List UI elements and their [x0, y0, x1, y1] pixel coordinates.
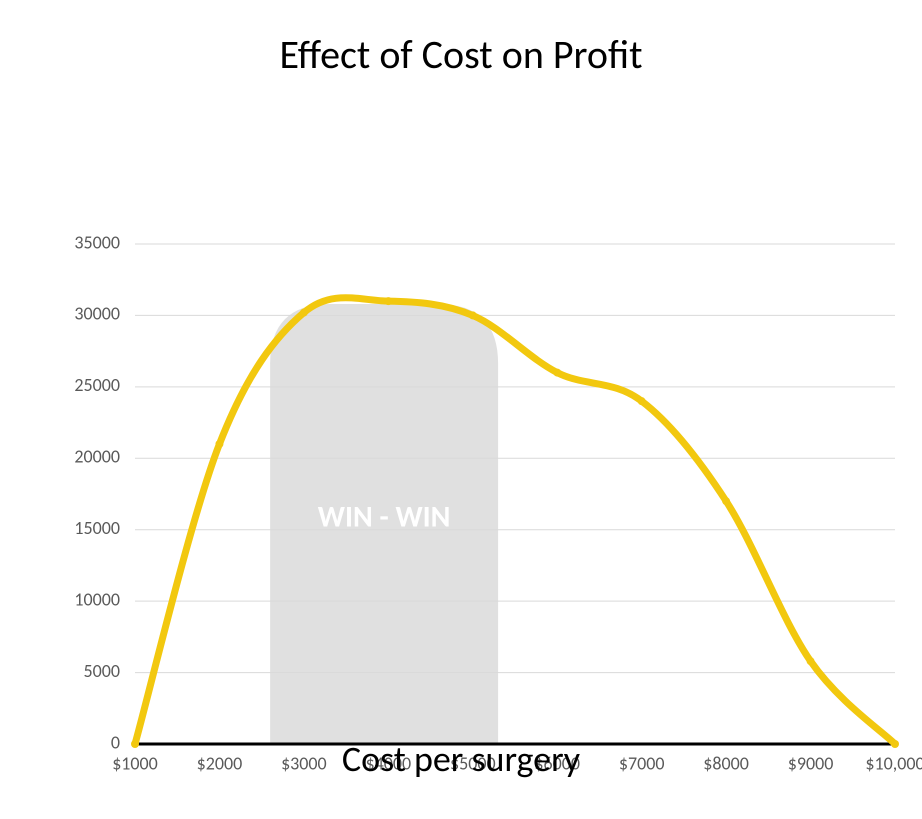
- data-marker: [807, 657, 815, 665]
- y-tick-label: 25000: [74, 374, 120, 396]
- y-tick-label: 35000: [74, 231, 120, 253]
- data-marker: [553, 369, 561, 377]
- data-marker: [638, 397, 646, 405]
- chart-container: Effect of Cost on Profit WIN - WIN050001…: [0, 0, 922, 819]
- data-marker: [215, 440, 223, 448]
- chart-plot-area: WIN - WIN0500010000150002000025000300003…: [0, 79, 922, 794]
- data-marker: [384, 297, 392, 305]
- data-marker: [722, 497, 730, 505]
- chart-title: Effect of Cost on Profit: [0, 0, 922, 79]
- x-axis-label: Cost per surgery: [0, 737, 922, 781]
- data-marker: [469, 311, 477, 319]
- y-tick-label: 30000: [74, 303, 120, 325]
- profit-line: [135, 298, 895, 744]
- data-marker: [300, 309, 308, 317]
- y-tick-label: 15000: [74, 517, 120, 539]
- y-tick-label: 5000: [84, 660, 121, 682]
- y-tick-label: 10000: [74, 588, 120, 610]
- y-tick-label: 20000: [74, 446, 120, 468]
